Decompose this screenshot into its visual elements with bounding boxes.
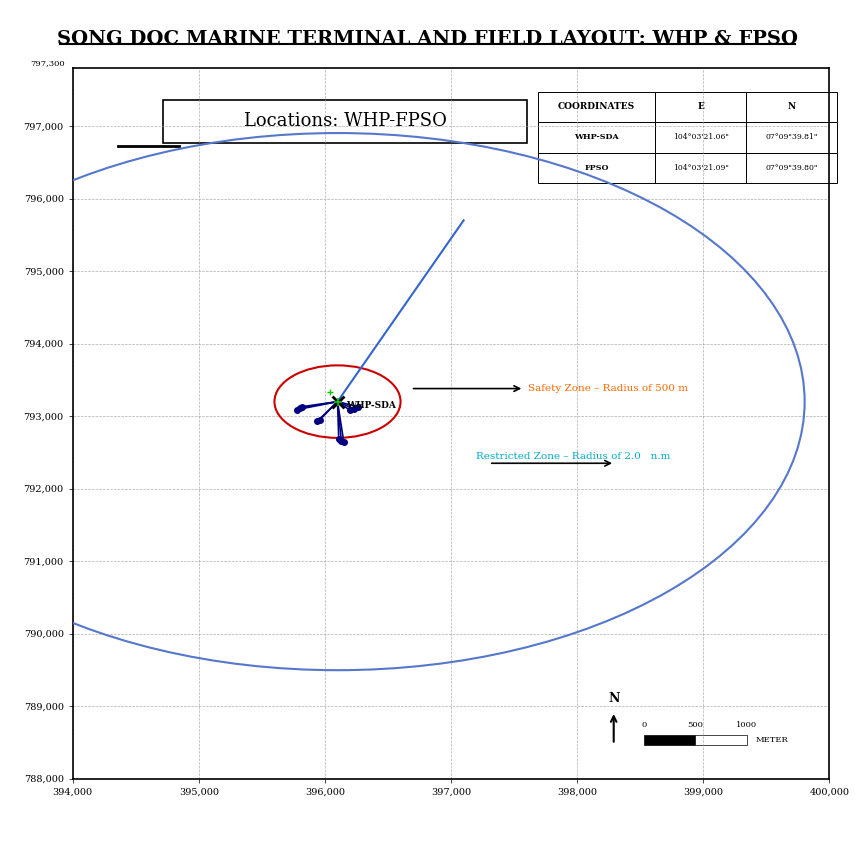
Text: METER: METER bbox=[756, 735, 788, 744]
Bar bbox=[538, 152, 655, 183]
Text: FPSO: FPSO bbox=[585, 164, 609, 172]
Bar bbox=[746, 122, 837, 152]
Text: Restricted Zone – Radius of 2.0   n.m: Restricted Zone – Radius of 2.0 n.m bbox=[476, 452, 670, 461]
Bar bbox=[644, 734, 695, 745]
Text: 0: 0 bbox=[641, 721, 646, 729]
Bar bbox=[746, 152, 837, 183]
Bar bbox=[655, 152, 746, 183]
Text: 1000: 1000 bbox=[736, 721, 758, 729]
Text: 07°09"39.81": 07°09"39.81" bbox=[765, 134, 817, 141]
Text: N: N bbox=[787, 102, 796, 111]
Text: Locations: WHP-FPSO: Locations: WHP-FPSO bbox=[244, 112, 446, 130]
Text: COORDINATES: COORDINATES bbox=[558, 102, 635, 111]
Bar bbox=[538, 122, 655, 152]
Bar bbox=[538, 92, 655, 122]
Text: 104°03'21.06": 104°03'21.06" bbox=[673, 134, 728, 141]
Text: WHP-SDA: WHP-SDA bbox=[575, 134, 619, 141]
Bar bbox=[655, 122, 746, 152]
Bar bbox=[163, 100, 527, 143]
Bar bbox=[746, 92, 837, 122]
Text: SONG DOC MARINE TERMINAL AND FIELD LAYOUT: WHP & FPSO: SONG DOC MARINE TERMINAL AND FIELD LAYOU… bbox=[57, 30, 798, 48]
Text: 07°09"39.80": 07°09"39.80" bbox=[765, 164, 817, 172]
Text: N: N bbox=[608, 693, 619, 705]
Text: 104°03'21.09": 104°03'21.09" bbox=[673, 164, 728, 172]
Text: E: E bbox=[698, 102, 705, 111]
Text: 797,300: 797,300 bbox=[31, 59, 65, 66]
Bar bbox=[655, 92, 746, 122]
Text: 500: 500 bbox=[687, 721, 704, 729]
Text: WHP-SDA: WHP-SDA bbox=[346, 401, 396, 410]
Bar bbox=[695, 734, 747, 745]
Text: Safety Zone – Radius of 500 m: Safety Zone – Radius of 500 m bbox=[528, 384, 688, 393]
